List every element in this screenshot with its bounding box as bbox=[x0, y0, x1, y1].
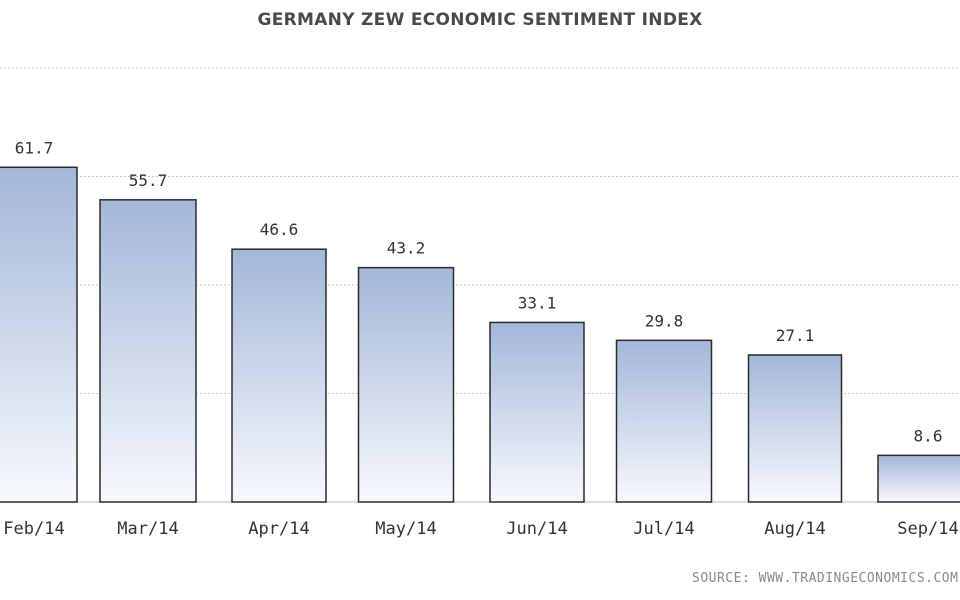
x-tick-label: Mar/14 bbox=[117, 519, 178, 539]
x-tick-label: Jul/14 bbox=[633, 519, 694, 539]
x-axis-tick-labels: Feb/14 Mar/14 Apr/14 May/14 Jun/14 Jul/14 Aug/… bbox=[3, 519, 958, 539]
source-note: SOURCE: WWW.TRADINGECONOMICS.COM bbox=[692, 571, 959, 586]
data-labels: 61.7 55.7 46.6 43.2 33.1 29.8 27.1 8.6 bbox=[15, 138, 943, 445]
bar-sep-14 bbox=[877, 454, 960, 503]
x-tick-label: May/14 bbox=[375, 519, 436, 539]
bar-aug-14 bbox=[747, 354, 843, 503]
data-label: 27.1 bbox=[776, 326, 815, 345]
bar-may-14 bbox=[357, 266, 455, 503]
data-label: 33.1 bbox=[518, 293, 557, 312]
bar-mar-14 bbox=[99, 199, 197, 503]
data-label: 46.6 bbox=[260, 220, 299, 239]
data-label: 43.2 bbox=[387, 239, 426, 258]
x-tick-label: Apr/14 bbox=[248, 519, 309, 539]
bar-apr-14 bbox=[231, 248, 327, 503]
bar-jun-14 bbox=[489, 321, 585, 503]
bars bbox=[0, 166, 960, 503]
x-tick-label: Sep/14 bbox=[897, 519, 958, 539]
bar-feb-14 bbox=[0, 166, 78, 503]
data-label: 29.8 bbox=[645, 311, 684, 330]
chart-title: GERMANY ZEW ECONOMIC SENTIMENT INDEX bbox=[257, 10, 703, 30]
x-tick-label: Aug/14 bbox=[764, 519, 825, 539]
data-label: 8.6 bbox=[914, 426, 943, 445]
data-label: 55.7 bbox=[129, 171, 168, 190]
x-tick-label: Jun/14 bbox=[506, 519, 567, 539]
x-tick-label: Feb/14 bbox=[3, 519, 64, 539]
data-label: 61.7 bbox=[15, 138, 54, 157]
bar-jul-14 bbox=[615, 339, 713, 503]
